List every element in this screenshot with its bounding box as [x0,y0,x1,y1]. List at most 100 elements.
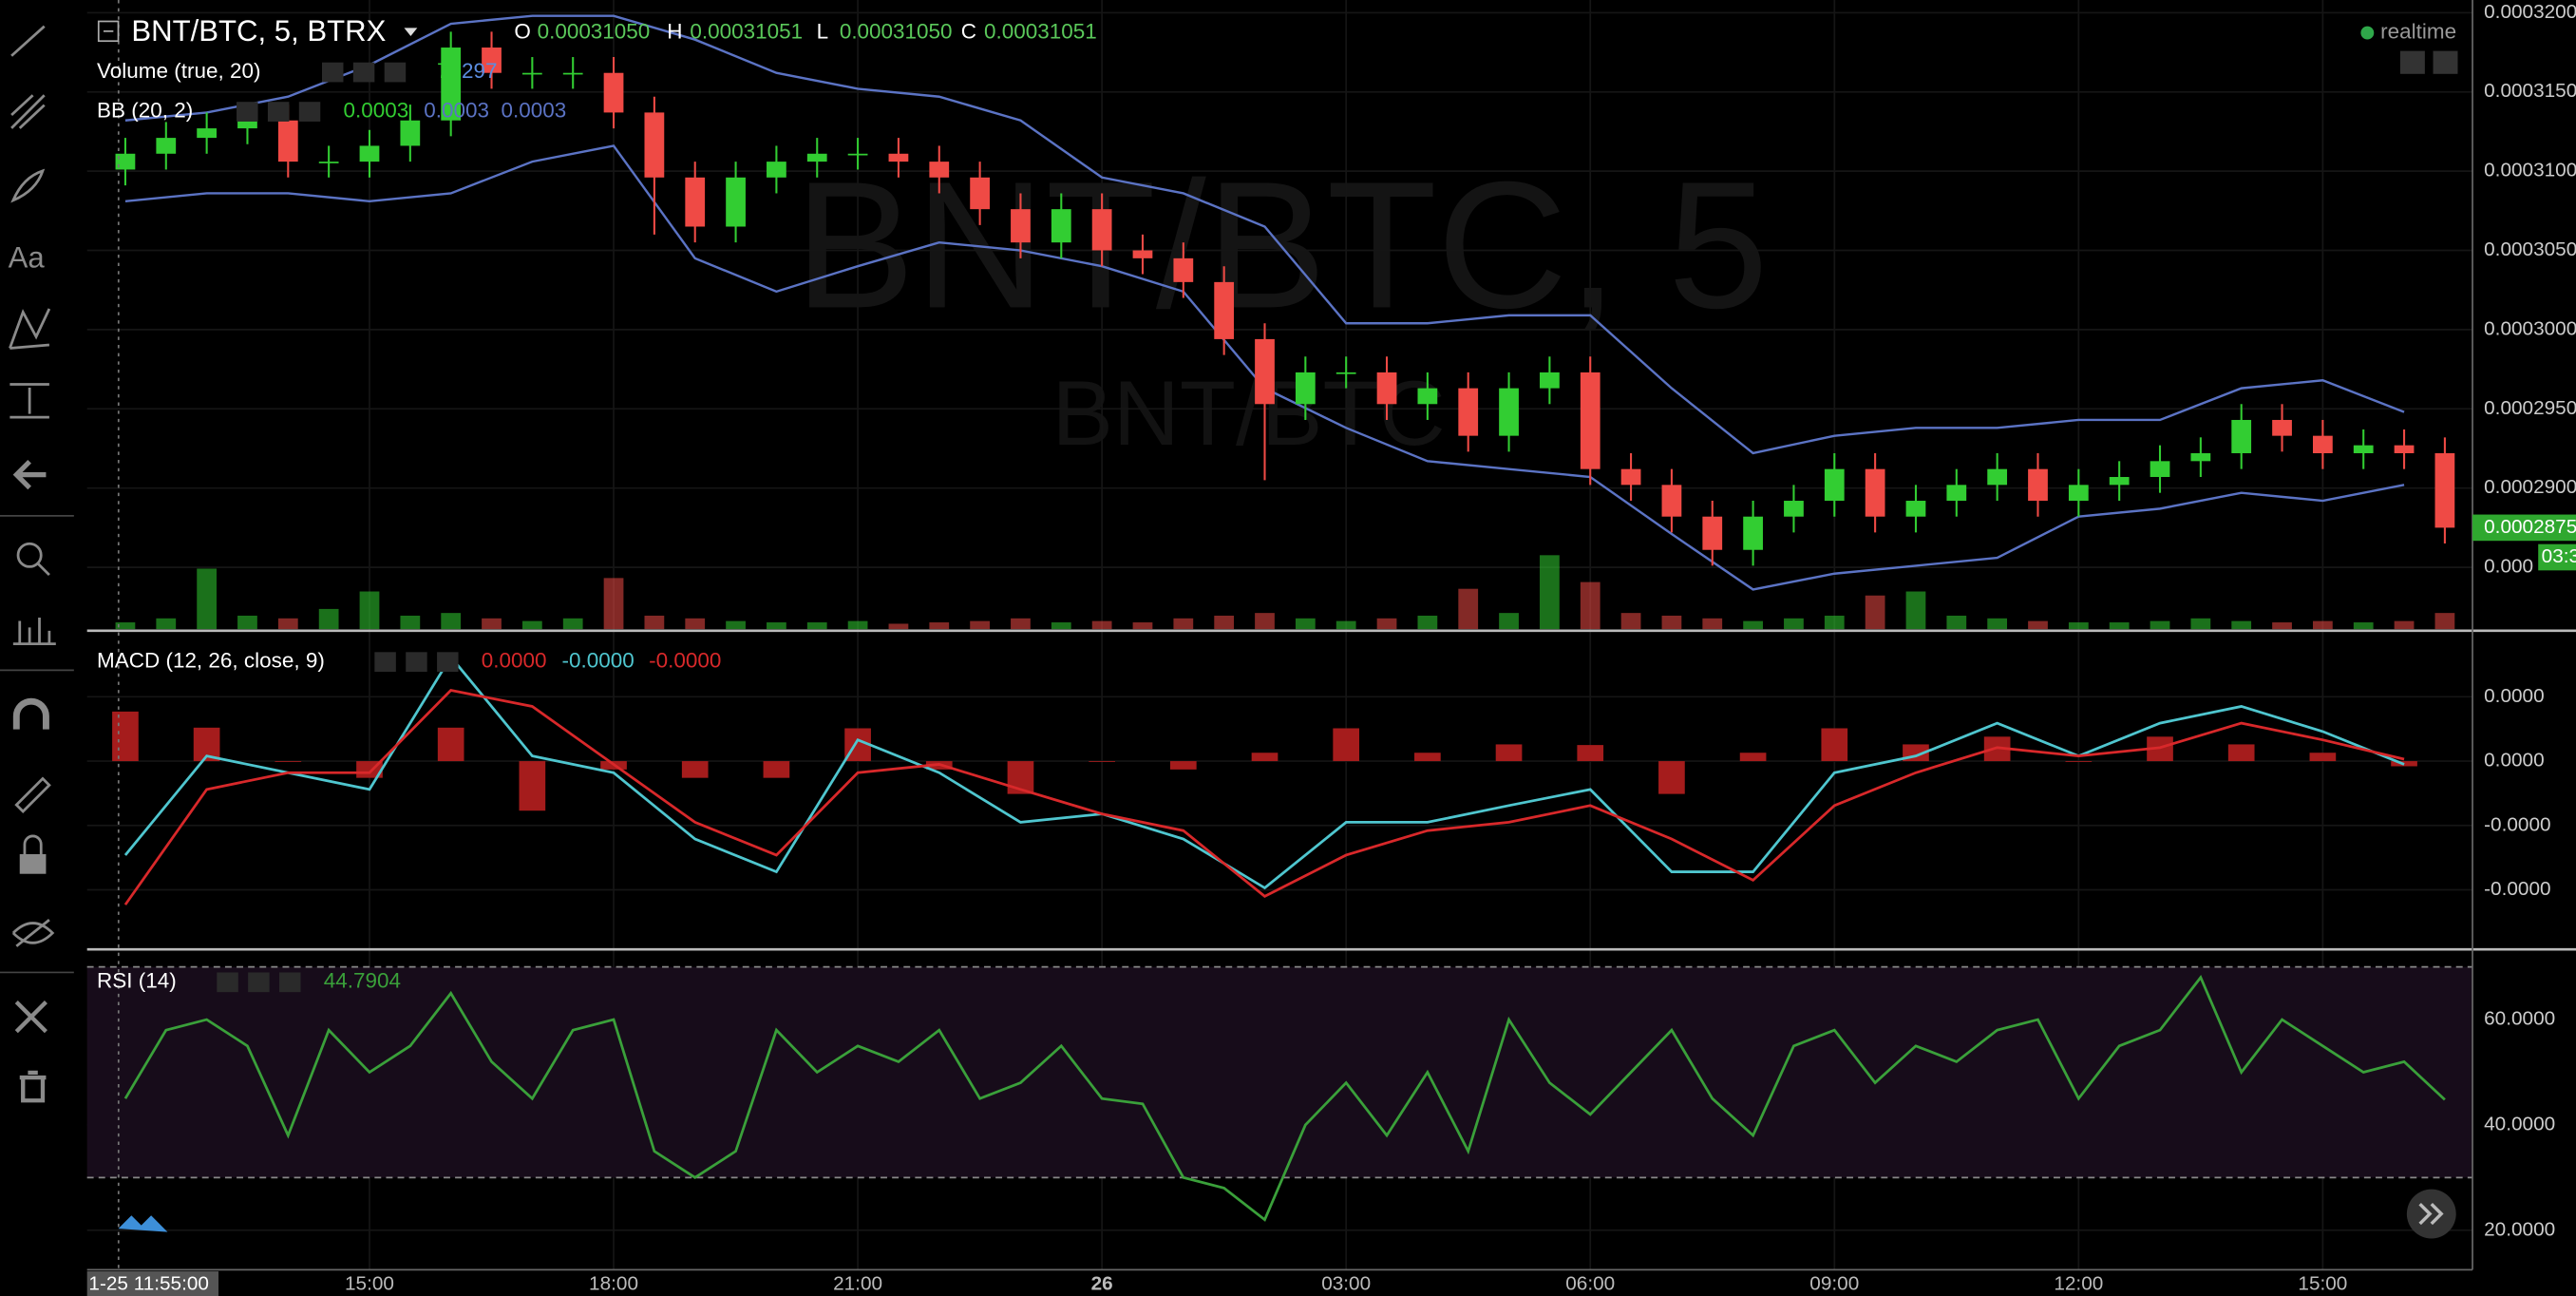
realtime-label: realtime [2380,20,2456,44]
candle-body [847,153,868,156]
candle-body [2272,419,2292,436]
volume-bar [767,622,786,630]
stay-drawing-tool[interactable] [14,776,51,813]
volume-bar [1295,618,1316,630]
histogram-bar [437,727,464,762]
histogram-bar [763,761,790,778]
realtime-dot [2360,26,2375,40]
candle-body [2190,452,2211,462]
candle-body [2353,445,2374,453]
volume-bar [1132,622,1153,630]
histogram-bar [2065,761,2093,762]
band-fill [86,966,2473,1178]
volume-bar [1499,613,1519,630]
back-tool[interactable] [12,459,47,490]
ohlc-value: 0.00031050 [538,20,651,44]
histogram-bar [1089,761,1115,762]
candle-body [359,145,380,162]
indicator-button [279,972,301,993]
ohlc-value: 0.00031051 [984,20,1097,44]
candle-body [970,177,990,210]
settings-tool[interactable] [14,1001,47,1034]
ohlc-value: 0.00031051 [690,20,803,44]
candle-body [2231,419,2252,453]
panel-title: RSI (14) [97,969,177,993]
volume-bar [2313,620,2333,630]
volume-bar [197,568,217,630]
candle-body [2434,452,2455,528]
candle-body [1051,209,1071,243]
candle-body [156,138,177,154]
scroll-button[interactable] [2399,50,2425,74]
bar-tool[interactable] [12,618,56,646]
pattern-tool[interactable] [9,308,51,350]
zoom-handle [36,562,50,577]
candle-body [806,153,827,162]
volume-bar [1580,581,1601,630]
crosshair-label: 1-25 11:55:00 [88,1272,209,1294]
volume-bar [359,591,380,630]
indicator-button [298,102,321,122]
indicator-button [352,62,375,83]
indicator-value: 0.0003 [502,98,567,122]
brush-tool[interactable] [10,168,46,203]
indicator-value: -0.0000 [649,649,721,673]
volume-bar [2150,620,2170,630]
volume-bar [1051,622,1071,630]
trend-line-tool[interactable] [10,25,46,57]
candle-body [1011,209,1031,243]
indicator-value: 0.0000 [482,649,547,673]
candle-body [1132,250,1153,258]
y-tick-label: 0.000 [2484,556,2533,578]
histogram-bar [681,761,709,778]
indicator-button [248,972,270,993]
indicator-label: Volume (true, 20) [97,59,260,83]
volume-bar [277,618,298,630]
candle-body [1743,516,1763,550]
measure-tool[interactable] [9,383,49,419]
volume-bar [482,618,502,630]
text-tool[interactable]: Aa [9,240,46,274]
volume-bar [929,622,950,630]
time-tick-label: 15:00 [345,1272,394,1294]
y-tick-label: -0.0000 [2484,878,2550,900]
collapse-button[interactable] [97,20,120,43]
y-tick-label: 0.0003050 [2484,238,2576,260]
time-tick-label: 09:00 [1809,1272,1859,1294]
pitchfork-tool[interactable] [10,94,46,129]
indicator-button [267,102,290,122]
indicator-button [384,62,407,83]
candle-body [603,72,624,113]
volume-bar [318,608,339,630]
volume-bar [1091,620,1112,630]
volume-bar [521,620,542,630]
indicator-line [123,654,2405,890]
candle-body [441,48,462,121]
hide-tool[interactable] [11,919,55,947]
volume-bar [888,623,909,630]
toolbar-bg [0,0,74,1296]
zoom-tool[interactable] [16,542,43,568]
candle-body [1905,501,1926,517]
volume-bar [1214,615,1235,630]
volume-bar [400,615,421,630]
lock-tool[interactable] [19,853,47,874]
candle-body [1946,485,1967,502]
magnet-tool[interactable] [12,697,49,730]
histogram-bar [1251,753,1279,762]
symbol-dropdown[interactable] [404,28,418,37]
volume-bar [1743,620,1763,630]
scroll-button[interactable] [2433,50,2458,74]
indicator-value: 297 [462,59,498,83]
volume-bar [562,618,583,630]
candle-body [1620,468,1641,486]
candle-body [1458,388,1479,436]
histogram-bar [1658,761,1685,794]
histogram-bar [1414,753,1441,762]
histogram-bar [275,761,302,762]
candle-body [400,120,421,146]
time-tick-label: 15:00 [2298,1272,2347,1294]
volume-bar [644,615,665,630]
delete-tool[interactable] [19,1070,47,1103]
